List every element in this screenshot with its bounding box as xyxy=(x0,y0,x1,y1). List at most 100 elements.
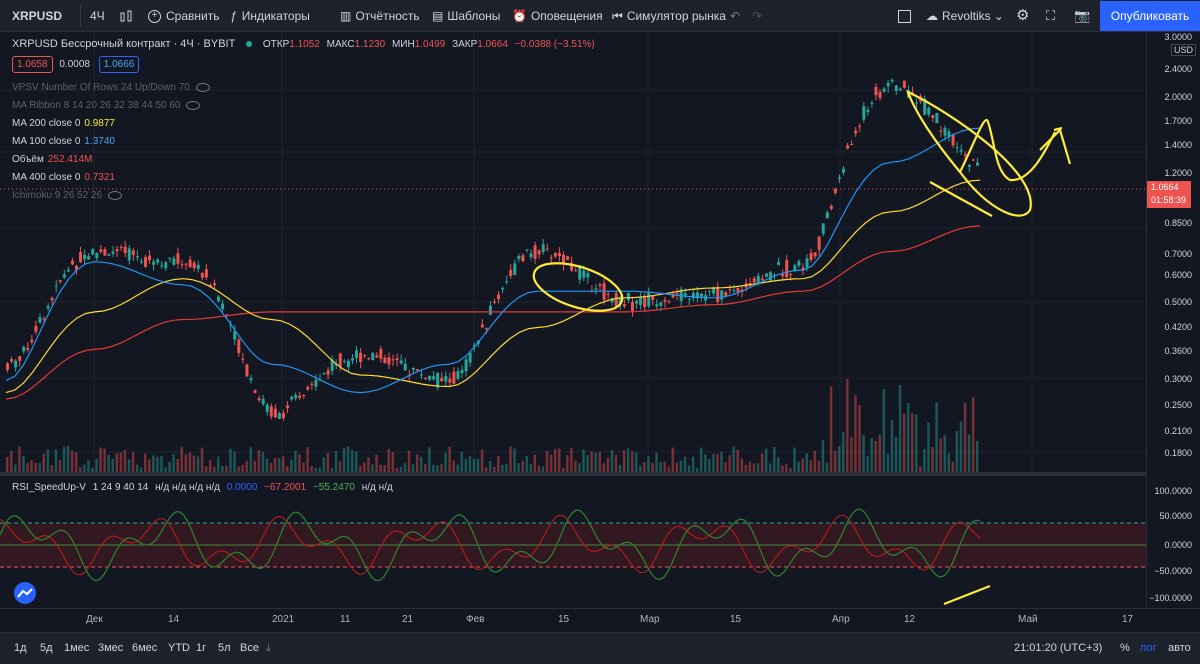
candle-body xyxy=(817,236,821,250)
tradingview-logo-icon[interactable] xyxy=(14,582,36,604)
volume-bar xyxy=(143,453,147,472)
candle-body xyxy=(355,350,359,358)
volume-bar xyxy=(866,456,869,472)
range-all[interactable]: Все xyxy=(240,642,259,654)
eye-hidden-icon[interactable] xyxy=(108,190,123,200)
candle-body xyxy=(306,386,310,390)
chart-type-icon[interactable] xyxy=(118,0,134,32)
drawing-arrow-up[interactable] xyxy=(1039,126,1072,165)
drawing-ellipse-april[interactable] xyxy=(906,89,1032,217)
pane-separator[interactable] xyxy=(0,472,1200,476)
goto-date-icon[interactable]: ⤓ xyxy=(266,642,271,654)
indicator-row[interactable]: VPSV Number Of Rows 24 Up/Down 70 xyxy=(12,82,210,93)
clock[interactable]: 21:01:20 (UTC+3) xyxy=(1014,642,1103,654)
volume-bar xyxy=(894,437,898,472)
volume-bar xyxy=(38,463,41,472)
templates-button[interactable]: ▤ Шаблоны xyxy=(432,0,500,32)
alerts-button[interactable]: ⏰ Оповещения xyxy=(512,0,603,32)
interval-button[interactable]: 4Ч xyxy=(90,9,105,23)
candle-body xyxy=(14,360,18,368)
rsi-pane[interactable] xyxy=(0,476,1146,608)
drawing-support-line[interactable] xyxy=(929,181,993,217)
eye-hidden-icon[interactable] xyxy=(195,82,210,92)
symbol-search[interactable]: XRPUSD xyxy=(12,9,63,23)
rsi-tick: 0.0000 xyxy=(1164,540,1192,550)
volume-bar xyxy=(610,450,614,472)
volume-bar xyxy=(407,450,411,472)
financials-button[interactable]: ▥ Отчётность xyxy=(340,0,420,32)
indicator-row[interactable]: MA 100 close 0 1.3740 xyxy=(12,136,115,147)
fullscreen-icon[interactable]: ⛶ xyxy=(1046,8,1056,23)
indicators-button[interactable]: ƒ Индикаторы xyxy=(230,0,310,32)
drawing-zigzag[interactable] xyxy=(959,118,1056,182)
candle-body xyxy=(472,345,476,347)
undo-icon[interactable]: ↶ xyxy=(730,9,741,23)
time-tick: 17 xyxy=(1122,614,1134,625)
price-axis[interactable]: USD 3.0000 2.4000 2.0000 1.7000 1.4000 1.2000… xyxy=(1146,32,1200,608)
indicator-row[interactable]: MA 200 close 0 0.9877 xyxy=(12,118,115,129)
candle-body xyxy=(143,257,147,267)
publish-button[interactable]: Опубликовать xyxy=(1100,1,1200,31)
rsi-legend: RSI_SpeedUp-V 1 24 9 40 14 н/д н/д н/д н… xyxy=(12,482,393,493)
range-1y[interactable]: 1г xyxy=(196,642,207,654)
volume-bar xyxy=(371,464,374,472)
volume-bar xyxy=(30,460,33,472)
drawing-rsi-line[interactable] xyxy=(943,584,991,606)
volume-bar xyxy=(46,449,50,472)
volume-bar xyxy=(87,460,90,472)
range-1m[interactable]: 1мес xyxy=(64,642,90,654)
volume-bar xyxy=(160,455,163,472)
eye-hidden-icon[interactable] xyxy=(186,100,201,110)
volume-bar xyxy=(963,402,967,472)
candle-body xyxy=(383,357,387,364)
volume-bar xyxy=(752,463,756,472)
volume-bar xyxy=(586,455,589,472)
change-value: −0.0388 (−3.51%) xyxy=(514,39,595,50)
camera-icon[interactable]: 📷 xyxy=(1074,8,1091,23)
log-toggle[interactable]: лог xyxy=(1140,642,1157,654)
auto-toggle[interactable]: авто xyxy=(1168,642,1191,654)
ask-buy-button[interactable]: 1.0666 xyxy=(98,56,140,73)
volume-bar xyxy=(566,455,569,472)
range-1d[interactable]: 1д xyxy=(14,642,27,654)
candle-body xyxy=(561,254,565,265)
volume-bar xyxy=(314,467,317,472)
indicator-row[interactable]: Ichimoku 9 26 52 26 xyxy=(12,190,123,201)
indicator-row[interactable]: MA 400 close 0 0.7321 xyxy=(12,172,115,183)
drawings[interactable] xyxy=(528,89,1072,320)
volume-bar xyxy=(322,457,326,472)
redo-icon[interactable]: ↷ xyxy=(752,9,763,23)
currency-label[interactable]: USD xyxy=(1170,44,1196,56)
range-5y[interactable]: 5л xyxy=(218,642,231,654)
volume-bar xyxy=(639,465,642,472)
compare-button[interactable]: + Сравнить xyxy=(148,0,219,32)
volume-bar xyxy=(83,464,86,472)
time-axis[interactable]: Дек 14 2021 11 21 Фев 15 Мар 15 Апр 12 М… xyxy=(0,608,1200,632)
price-chart[interactable] xyxy=(0,32,1146,472)
fullscreen-square-icon[interactable] xyxy=(898,0,911,32)
volume-bar xyxy=(935,402,938,472)
drawing-ellipse-february[interactable] xyxy=(528,254,628,320)
candle-body xyxy=(793,265,797,271)
range-3m[interactable]: 3мес xyxy=(98,642,124,654)
bid-sell-button[interactable]: 1.0658 xyxy=(12,56,53,73)
settings-gear-icon[interactable]: ⚙ xyxy=(1016,7,1030,24)
bottom-toolbar: 1д 5д 1мес 3мес 6мес YTD 1г 5л Все ⤓ 21:… xyxy=(0,632,1200,664)
percent-toggle[interactable]: % xyxy=(1120,642,1130,654)
volume-bar xyxy=(22,455,25,472)
volume-bar xyxy=(298,454,301,472)
indicator-row[interactable]: MA Ribbon 8 14 20 26 32 38 44 50 60 xyxy=(12,100,201,111)
ma-200-line xyxy=(5,179,981,394)
candle-body xyxy=(756,275,760,284)
candle-body xyxy=(342,360,346,362)
volume-bar xyxy=(695,467,699,472)
range-ytd[interactable]: YTD xyxy=(168,642,190,654)
range-5d[interactable]: 5д xyxy=(40,642,53,654)
range-6m[interactable]: 6мес xyxy=(132,642,158,654)
volume-bar xyxy=(70,450,74,472)
replay-button[interactable]: ⏮ Симулятор рынка xyxy=(612,0,726,32)
layout-button[interactable]: ☁ Revoltiks ⌄ xyxy=(926,0,1004,32)
indicator-row[interactable]: Объём 252.414M xyxy=(12,154,92,165)
candle-body xyxy=(626,293,630,301)
volume-bar xyxy=(553,448,557,472)
